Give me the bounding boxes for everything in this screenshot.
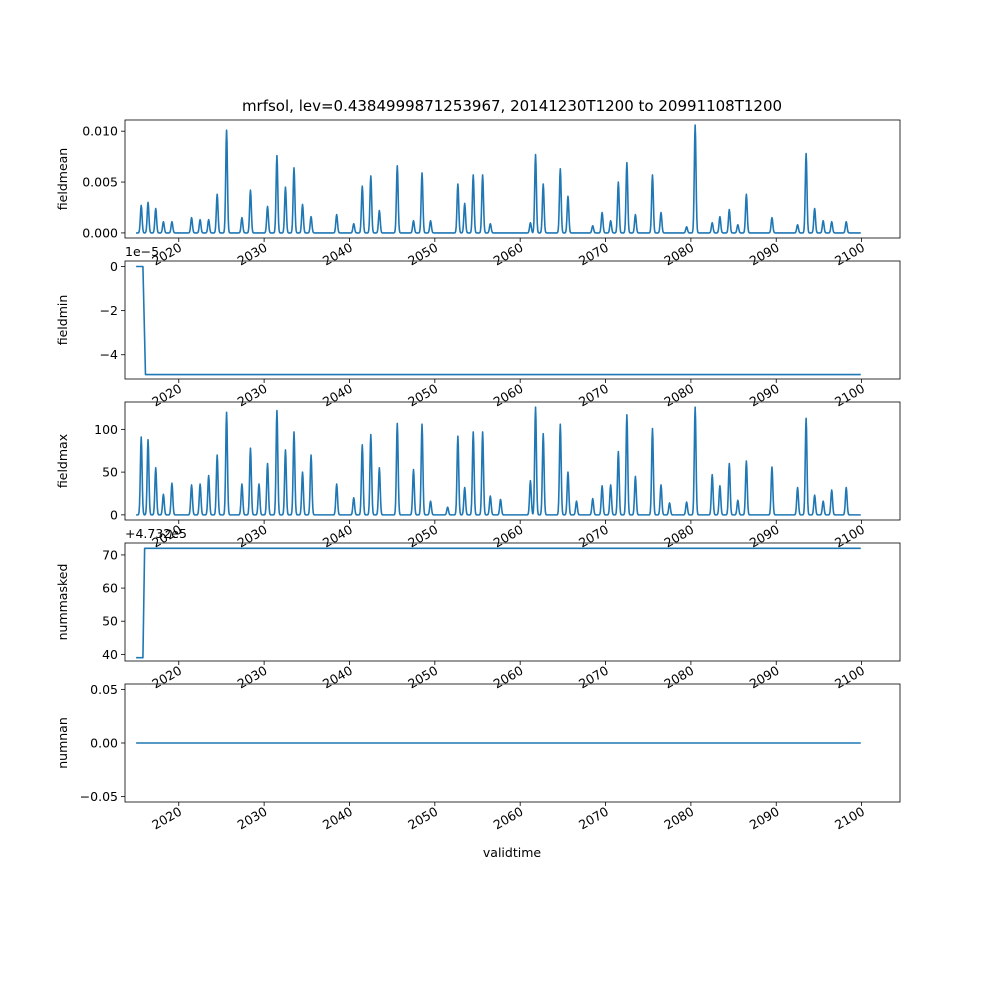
y-tick-label: 0.00 xyxy=(90,736,118,751)
x-axis-label: validtime xyxy=(483,845,541,860)
y-tick-label: −2 xyxy=(100,303,118,318)
y-axis-label: fieldmax xyxy=(55,434,70,488)
y-tick-label: 0 xyxy=(110,259,118,274)
y-tick-label: −0.05 xyxy=(80,789,118,804)
y-axis-label: fieldmean xyxy=(55,148,70,210)
y-tick-label: 0.000 xyxy=(82,225,118,240)
figure-title: mrfsol, lev=0.4384999871253967, 20141230… xyxy=(242,97,782,115)
axis-offset-text: 1e−5 xyxy=(125,244,159,259)
y-tick-label: 0.010 xyxy=(82,124,118,139)
axis-offset-text: +4.732e5 xyxy=(125,526,187,541)
y-axis-label: nummasked xyxy=(55,564,70,641)
y-tick-label: 70 xyxy=(102,547,118,562)
y-tick-label: 0 xyxy=(110,507,118,522)
axes-frame xyxy=(124,119,901,239)
y-tick-label: 60 xyxy=(102,581,118,596)
axes-frame xyxy=(124,542,901,662)
y-tick-label: 0.05 xyxy=(90,682,118,697)
series-line-fieldmean xyxy=(135,124,862,234)
series-line-fieldmax xyxy=(135,406,862,516)
y-tick-label: 0.005 xyxy=(82,175,118,190)
y-axis-label: fieldmin xyxy=(55,295,70,346)
y-tick-label: 50 xyxy=(102,614,118,629)
y-tick-label: 50 xyxy=(102,465,118,480)
series-line-nummasked xyxy=(136,547,861,659)
y-tick-label: 100 xyxy=(94,422,118,437)
y-tick-label: −4 xyxy=(100,347,118,362)
y-axis-label: numnan xyxy=(55,717,70,769)
axes-frame xyxy=(124,401,901,521)
axes-frame xyxy=(124,260,901,380)
series-line-fieldmin xyxy=(136,265,861,376)
y-tick-label: 40 xyxy=(102,647,118,662)
